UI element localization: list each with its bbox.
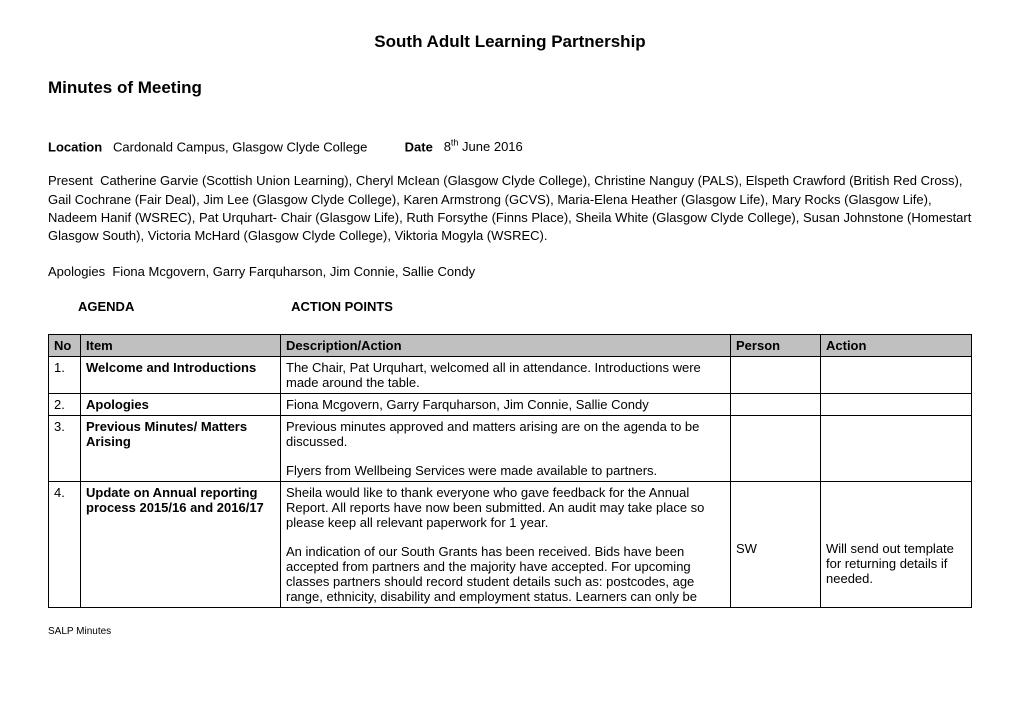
cell-item: Previous Minutes/ Matters Arising [81, 416, 281, 482]
date-value: 8th June 2016 [436, 139, 522, 154]
present-label: Present [48, 173, 93, 188]
table-header-row: No Item Description/Action Person Action [49, 335, 972, 357]
table-row: 2.Apologies Fiona Mcgovern, Garry Farquha… [49, 394, 972, 416]
cell-no: 1. [49, 357, 81, 394]
cell-item: Update on Annual reporting process 2015/… [81, 482, 281, 608]
cell-person: SW [731, 482, 821, 608]
col-item-header: Item [81, 335, 281, 357]
cell-person [731, 357, 821, 394]
action-value: Will send out template for returning det… [826, 541, 966, 586]
cell-person [731, 416, 821, 482]
table-row: 4.Update on Annual reporting process 201… [49, 482, 972, 608]
location-value-text: Cardonald Campus, Glasgow Clyde College [113, 139, 367, 154]
location-date-line: Location Cardonald Campus, Glasgow Clyde… [48, 138, 972, 154]
desc-paragraph: Previous minutes approved and matters ar… [286, 419, 725, 449]
person-value: SW [736, 541, 815, 556]
org-title: South Adult Learning Partnership [48, 32, 972, 52]
desc-paragraph: Fiona Mcgovern, Garry Farquharson, Jim C… [286, 397, 725, 412]
cell-description: The Chair, Pat Urquhart, welcomed all in… [281, 357, 731, 394]
agenda-label: AGENDA [78, 299, 288, 314]
cell-item: Apologies [81, 394, 281, 416]
desc-paragraph: The Chair, Pat Urquhart, welcomed all in… [286, 360, 725, 390]
action-points-label: ACTION POINTS [291, 299, 393, 314]
cell-item: Welcome and Introductions [81, 357, 281, 394]
desc-paragraph: Flyers from Wellbeing Services were made… [286, 463, 725, 478]
cell-description: Previous minutes approved and matters ar… [281, 416, 731, 482]
apologies-label: Apologies [48, 264, 105, 279]
cell-person [731, 394, 821, 416]
table-row: 1.Welcome and IntroductionsThe Chair, Pa… [49, 357, 972, 394]
agenda-action-heading: AGENDA ACTION POINTS [48, 299, 972, 314]
desc-paragraph: Sheila would like to thank everyone who … [286, 485, 725, 530]
date-day: 8 [444, 139, 451, 154]
minutes-table: No Item Description/Action Person Action… [48, 334, 972, 608]
cell-action [821, 416, 972, 482]
footer-text: SALP Minutes [48, 626, 972, 637]
date-label: Date [405, 139, 433, 154]
desc-paragraph: An indication of our South Grants has be… [286, 544, 725, 604]
col-no-header: No [49, 335, 81, 357]
present-block: Present Catherine Garvie (Scottish Union… [48, 172, 972, 245]
col-person-header: Person [731, 335, 821, 357]
apologies-block: Apologies Fiona Mcgovern, Garry Farquhar… [48, 263, 972, 281]
cell-no: 2. [49, 394, 81, 416]
date-rest: June 2016 [458, 139, 522, 154]
apologies-value: Fiona Mcgovern, Garry Farquharson, Jim C… [112, 264, 475, 279]
table-row: 3.Previous Minutes/ Matters ArisingPrevi… [49, 416, 972, 482]
cell-description: Fiona Mcgovern, Garry Farquharson, Jim C… [281, 394, 731, 416]
doc-subtitle: Minutes of Meeting [48, 78, 972, 98]
cell-action [821, 357, 972, 394]
cell-action [821, 394, 972, 416]
present-value: Catherine Garvie (Scottish Union Learnin… [48, 173, 971, 243]
location-value [106, 139, 113, 154]
cell-action: Will send out template for returning det… [821, 482, 972, 608]
location-label: Location [48, 139, 102, 154]
col-desc-header: Description/Action [281, 335, 731, 357]
cell-no: 4. [49, 482, 81, 608]
page: South Adult Learning Partnership Minutes… [0, 0, 1020, 657]
col-action-header: Action [821, 335, 972, 357]
cell-no: 3. [49, 416, 81, 482]
cell-description: Sheila would like to thank everyone who … [281, 482, 731, 608]
